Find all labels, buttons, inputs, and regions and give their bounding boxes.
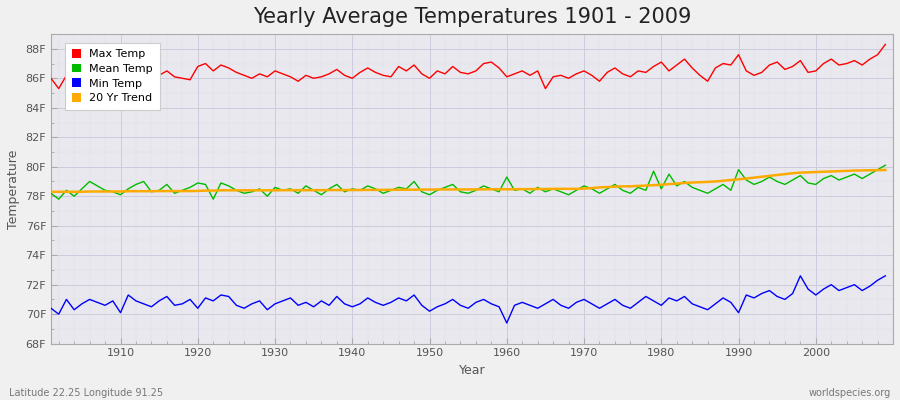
X-axis label: Year: Year (459, 364, 485, 377)
Legend: Max Temp, Mean Temp, Min Temp, 20 Yr Trend: Max Temp, Mean Temp, Min Temp, 20 Yr Tre… (65, 43, 159, 110)
Text: Latitude 22.25 Longitude 91.25: Latitude 22.25 Longitude 91.25 (9, 388, 163, 398)
Text: worldspecies.org: worldspecies.org (809, 388, 891, 398)
Y-axis label: Temperature: Temperature (7, 149, 20, 228)
Title: Yearly Average Temperatures 1901 - 2009: Yearly Average Temperatures 1901 - 2009 (253, 7, 691, 27)
